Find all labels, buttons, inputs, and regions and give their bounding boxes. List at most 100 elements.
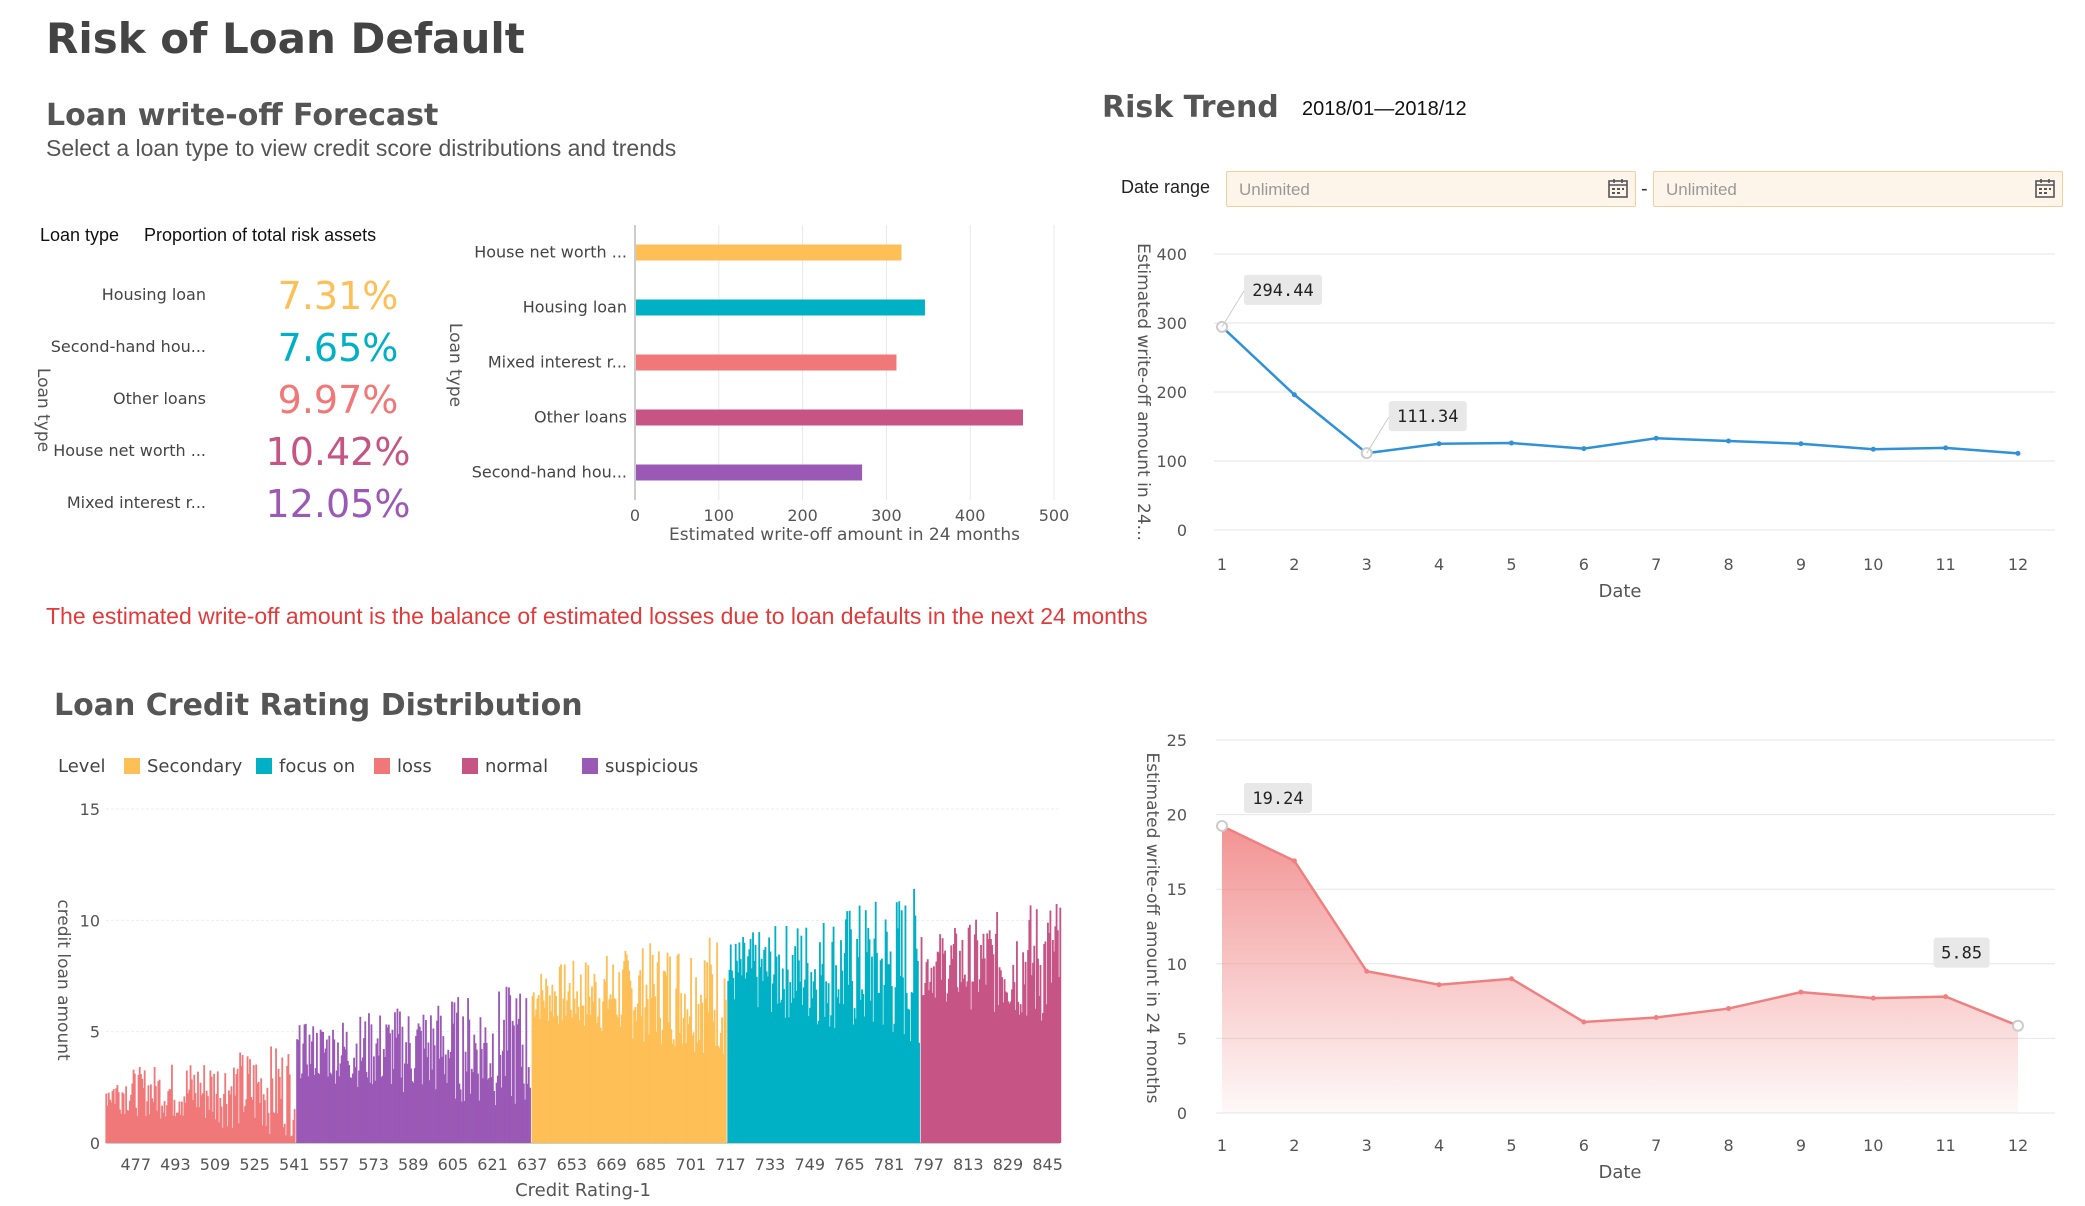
histogram-bar <box>229 1094 232 1143</box>
histogram-bar <box>401 1026 404 1143</box>
table-row-label: Housing loan <box>102 285 206 304</box>
histogram-bar <box>612 964 614 1143</box>
date-from-input[interactable]: Unlimited <box>1226 171 1636 207</box>
histogram-bar <box>171 1064 173 1143</box>
data-point <box>1436 982 1442 988</box>
histogram-bar <box>936 951 939 1143</box>
histogram-bar <box>893 1023 896 1143</box>
histogram-bar <box>962 978 965 1143</box>
histogram-bar <box>600 1031 603 1143</box>
histogram-bar <box>494 1105 497 1143</box>
histogram-bar <box>127 1110 130 1143</box>
histogram-bar <box>297 1040 300 1143</box>
histogram-bar <box>1043 944 1046 1143</box>
histogram-bar <box>702 1052 705 1143</box>
histogram-bar <box>565 1015 567 1143</box>
histogram-bar <box>468 1019 471 1143</box>
histogram-bar <box>753 960 756 1143</box>
histogram-bar <box>179 1114 182 1143</box>
histogram-bar <box>884 919 887 1143</box>
histogram-bar <box>449 1051 452 1143</box>
histogram-bar <box>804 979 806 1143</box>
histogram-bar <box>345 1031 348 1143</box>
histogram-bar <box>143 1070 146 1143</box>
histogram-bar <box>670 1029 673 1143</box>
histogram-bar <box>837 989 840 1143</box>
histogram-bar <box>949 965 951 1143</box>
histogram-bar <box>231 1127 234 1143</box>
histogram-bar <box>1012 964 1015 1143</box>
histogram-bar <box>957 991 960 1143</box>
histogram-bar <box>226 1126 229 1143</box>
histogram-bar <box>505 986 508 1143</box>
histogram-bar <box>795 990 798 1143</box>
annotation-label: 19.24 <box>1252 789 1303 809</box>
histogram-bar <box>244 1106 246 1143</box>
histogram-bar <box>161 1105 163 1143</box>
histogram-bar <box>758 932 761 1143</box>
histogram-bar <box>537 995 540 1143</box>
annotation-box <box>1244 782 1312 813</box>
histogram-bar <box>249 1059 251 1143</box>
histogram-bar <box>923 995 925 1143</box>
histogram-bar <box>1029 905 1032 1143</box>
histogram-bar <box>483 1042 486 1143</box>
data-point <box>1726 1006 1732 1012</box>
histogram-bar <box>832 926 835 1143</box>
histogram-bar <box>854 1018 857 1143</box>
histogram-bar <box>459 1089 462 1143</box>
histogram-bar <box>574 1013 577 1143</box>
histogram-bar <box>703 960 706 1143</box>
histogram-bar <box>674 1046 676 1143</box>
y-tick-label: House net worth ... <box>474 243 627 262</box>
calendar-icon[interactable] <box>2034 177 2056 199</box>
legend-label: loss <box>397 756 432 777</box>
histogram-bar <box>185 1070 188 1143</box>
histogram-bar <box>293 1109 296 1143</box>
histogram-bar <box>437 1005 440 1143</box>
histogram-bar <box>983 958 986 1143</box>
histogram-bar <box>965 986 968 1143</box>
histogram-bar <box>1054 926 1057 1143</box>
y-tick-label: 0 <box>1177 521 1187 540</box>
histogram-bar <box>856 938 859 1143</box>
histogram-bar <box>900 910 903 1143</box>
histogram-bar <box>524 1099 526 1143</box>
forecast-title: Loan write-off Forecast <box>46 98 439 133</box>
credit-distribution-chart: Level Secondary focus on loss normal suspicio… <box>53 756 1063 1201</box>
histogram-bar <box>602 1001 605 1143</box>
histogram-bar <box>307 1076 310 1143</box>
histogram-bar <box>389 1033 391 1143</box>
histogram-bar <box>845 919 847 1143</box>
y-axis-title: Estimated write-off amount in 24... <box>1133 243 1153 541</box>
histogram-bar <box>263 1100 266 1143</box>
x-tick-label: 829 <box>993 1155 1024 1174</box>
calendar-icon[interactable] <box>1607 177 1629 199</box>
histogram-bar <box>363 1038 365 1143</box>
histogram-bar <box>685 1043 688 1143</box>
histogram-bar <box>228 1090 230 1143</box>
histogram-bar <box>681 1043 684 1143</box>
histogram-bar <box>168 1089 171 1143</box>
histogram-bar <box>972 981 975 1143</box>
histogram-bar <box>485 1042 488 1143</box>
x-tick-label: 10 <box>1863 1136 1883 1155</box>
date-to-input[interactable]: Unlimited <box>1653 171 2063 207</box>
x-tick-label: 2 <box>1289 555 1299 574</box>
histogram-bar <box>382 1048 385 1143</box>
histogram-bar <box>377 1055 380 1143</box>
histogram-bar <box>809 1007 811 1143</box>
histogram-bar <box>370 1024 373 1143</box>
histogram-bar <box>366 1077 369 1143</box>
histogram-bar <box>630 988 633 1143</box>
histogram-bar <box>359 1016 362 1143</box>
histogram-bar <box>261 1125 264 1143</box>
x-tick-label: 400 <box>955 506 986 525</box>
histogram-bar <box>125 1086 128 1143</box>
histogram-bar <box>961 940 964 1143</box>
histogram-bar <box>408 1042 411 1143</box>
histogram-bar <box>878 992 881 1143</box>
histogram-bar <box>622 969 624 1143</box>
histogram-bar <box>234 1095 237 1143</box>
